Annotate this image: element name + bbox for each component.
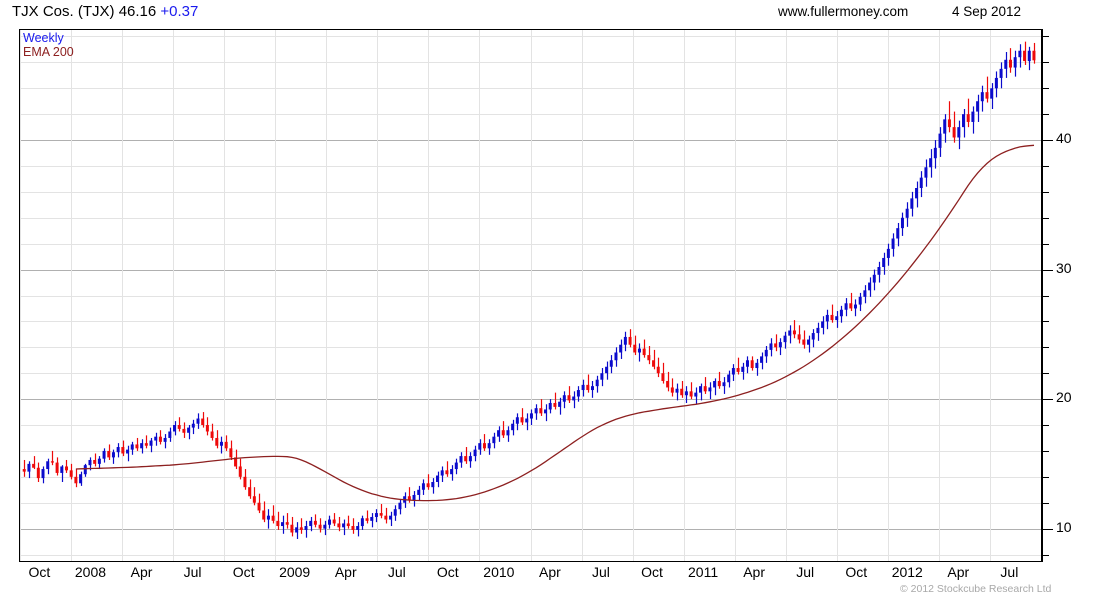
x-axis-tick-label: Oct [28, 564, 51, 580]
chart-canvas [20, 30, 1041, 561]
x-axis-tick-label: Jul [1000, 564, 1019, 580]
x-axis-tick-label: Oct [641, 564, 663, 580]
x-axis-tick-label: Jul [592, 564, 610, 580]
x-axis-tick-label: Apr [130, 564, 153, 580]
chart-header: TJX Cos. (TJX) 46.16 +0.37 www.fullermon… [0, 0, 1100, 26]
legend-interval: Weekly [23, 31, 64, 45]
major-horizontal-gridlines [20, 140, 1041, 530]
legend-overlay: EMA 200 [23, 45, 74, 59]
x-axis-tick-label: Oct [436, 564, 459, 580]
candlestick-series [22, 41, 1036, 539]
y-axis-tick-label: 20 [1056, 389, 1072, 406]
x-axis-tick-label: Apr [947, 564, 970, 580]
x-axis-tick-label: Jul [183, 564, 202, 580]
y-axis-tick-label: 10 [1056, 518, 1072, 535]
x-axis-tick-label: 2011 [688, 564, 719, 580]
y-axis-tick-label: 40 [1056, 130, 1072, 147]
x-axis-tick-label: Jul [796, 564, 815, 580]
ema-200-line [75, 144, 1035, 502]
y-axis-tick-label: 30 [1056, 259, 1072, 276]
instrument-title: TJX Cos. (TJX) 46.16 +0.37 [12, 3, 198, 20]
copyright-notice: © 2012 Stockcube Research Ltd [900, 583, 1052, 595]
chart-legend: Weekly EMA 200 [23, 31, 74, 59]
chart-plot-area [19, 29, 1042, 562]
as-of-date: 4 Sep 2012 [952, 4, 1022, 19]
x-axis-tick-label: 2010 [483, 564, 515, 580]
source-website: www.fullermoney.com [778, 4, 909, 19]
x-axis-tick-label: Apr [743, 564, 766, 580]
instrument-name: TJX Cos. (TJX) [12, 3, 115, 20]
x-axis-tick-label: Oct [232, 564, 255, 580]
x-axis-tick-label: 2012 [891, 564, 923, 580]
minor-horizontal-gridlines [20, 36, 1041, 556]
y-axis-ticks [1042, 29, 1053, 562]
price-change: +0.37 [160, 3, 199, 20]
x-axis-tick-label: 2008 [74, 564, 107, 580]
x-axis-tick-label: Apr [334, 564, 357, 580]
x-axis-tick-label: Jul [387, 564, 406, 580]
x-axis-tick-label: 2009 [279, 564, 311, 580]
x-axis-tick-label: Oct [845, 564, 868, 580]
x-axis-tick-label: Apr [539, 564, 561, 580]
vertical-gridlines [20, 30, 991, 561]
last-price: 46.16 [118, 3, 157, 20]
